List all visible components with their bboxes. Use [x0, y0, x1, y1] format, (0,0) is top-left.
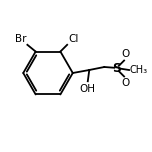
- Text: S: S: [112, 62, 122, 75]
- Text: O: O: [121, 78, 129, 88]
- Text: O: O: [121, 49, 129, 59]
- Text: OH: OH: [80, 83, 96, 93]
- Text: Br: Br: [15, 34, 27, 44]
- Text: CH₃: CH₃: [130, 65, 148, 75]
- Text: Cl: Cl: [68, 34, 78, 44]
